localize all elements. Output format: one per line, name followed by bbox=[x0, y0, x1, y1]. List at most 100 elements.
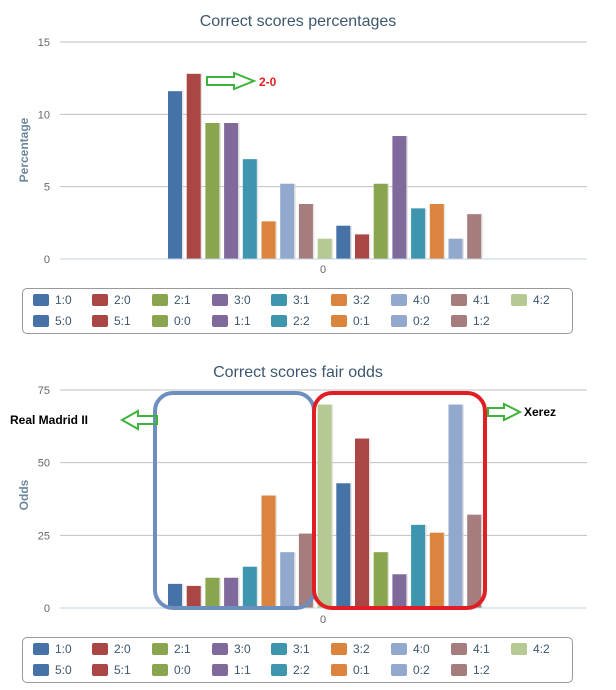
legend-item-4-2[interactable]: 4:2 bbox=[511, 641, 550, 657]
y-tick-label: 10 bbox=[38, 109, 50, 121]
legend-item-1-1[interactable]: 1:1 bbox=[212, 662, 251, 678]
bar-3-0[interactable] bbox=[224, 123, 239, 259]
legend-item-3-2[interactable]: 3:2 bbox=[331, 641, 370, 657]
legend-swatch bbox=[92, 315, 108, 327]
legend-swatch bbox=[152, 643, 168, 655]
legend-item-2-2[interactable]: 2:2 bbox=[271, 662, 310, 678]
bar-2-1[interactable] bbox=[205, 123, 220, 259]
legend-swatch bbox=[92, 294, 108, 306]
chart-title: Correct scores fair odds bbox=[213, 364, 383, 381]
legend-item-4-1[interactable]: 4:1 bbox=[451, 292, 490, 308]
bar-0-0[interactable] bbox=[373, 552, 388, 608]
legend-item-5-1[interactable]: 5:1 bbox=[92, 313, 131, 329]
legend-label: 0:2 bbox=[413, 314, 430, 328]
bar-4-0[interactable] bbox=[280, 552, 295, 608]
legend-label: 1:2 bbox=[473, 314, 490, 328]
legend-swatch bbox=[391, 664, 407, 676]
bar-1-0[interactable] bbox=[168, 583, 182, 608]
bar-3-1[interactable] bbox=[242, 159, 257, 259]
y-tick-label: 15 bbox=[38, 37, 50, 49]
legend-item-2-2[interactable]: 2:2 bbox=[271, 313, 310, 329]
legend-item-3-0[interactable]: 3:0 bbox=[212, 292, 251, 308]
legend-item-5-0[interactable]: 5:0 bbox=[33, 662, 72, 678]
bar-3-2[interactable] bbox=[261, 495, 276, 608]
bar-5-0[interactable] bbox=[336, 225, 351, 259]
chart-correct-scores-percentages: Correct scores percentages Percentage 0 5… bbox=[17, 13, 587, 276]
bar-3-0[interactable] bbox=[224, 577, 239, 608]
annotation-arrow-2-0: 2-0 bbox=[206, 71, 277, 91]
legend-item-3-1[interactable]: 3:1 bbox=[271, 641, 310, 657]
legend-item-2-1[interactable]: 2:1 bbox=[152, 292, 191, 308]
bar-4-0[interactable] bbox=[280, 183, 295, 259]
bar-1-2[interactable] bbox=[467, 514, 482, 608]
bar-2-2[interactable] bbox=[411, 208, 426, 259]
legend-item-4-0[interactable]: 4:0 bbox=[391, 641, 430, 657]
bar-1-0[interactable] bbox=[168, 91, 182, 259]
legend-swatch bbox=[92, 643, 108, 655]
legend-item-0-1[interactable]: 0:1 bbox=[331, 662, 370, 678]
bar-4-1[interactable] bbox=[298, 204, 313, 259]
annotation-real-madrid-ii: Real Madrid II bbox=[10, 409, 158, 431]
legend-item-0-2[interactable]: 0:2 bbox=[391, 313, 430, 329]
legend-item-3-0[interactable]: 3:0 bbox=[212, 641, 251, 657]
x-tick-label: 0 bbox=[320, 264, 326, 276]
bar-2-2[interactable] bbox=[411, 524, 426, 608]
legend-swatch bbox=[271, 315, 287, 327]
legend-item-1-2[interactable]: 1:2 bbox=[451, 313, 490, 329]
bar-4-2[interactable] bbox=[317, 238, 332, 259]
y-tick-label: 25 bbox=[38, 530, 50, 542]
legend-swatch bbox=[212, 664, 228, 676]
legend-label: 2:2 bbox=[293, 314, 310, 328]
bar-3-1[interactable] bbox=[242, 566, 257, 608]
bar-0-1[interactable] bbox=[429, 204, 444, 259]
bar-4-1[interactable] bbox=[298, 533, 313, 608]
legend-item-0-2[interactable]: 0:2 bbox=[391, 662, 430, 678]
legend-label: 2:0 bbox=[114, 642, 131, 656]
annotation-text: Real Madrid II bbox=[10, 413, 88, 427]
bar-2-1[interactable] bbox=[205, 577, 220, 608]
legend-item-4-1[interactable]: 4:1 bbox=[451, 641, 490, 657]
legend-swatch bbox=[212, 294, 228, 306]
legend-item-4-2[interactable]: 4:2 bbox=[511, 292, 550, 308]
bar-2-0[interactable] bbox=[186, 585, 201, 608]
bar-3-2[interactable] bbox=[261, 221, 276, 259]
legend-item-0-1[interactable]: 0:1 bbox=[331, 313, 370, 329]
bar-2-0[interactable] bbox=[186, 73, 201, 260]
bar-1-2[interactable] bbox=[467, 214, 482, 259]
annotation-xerez: Xerez bbox=[487, 402, 556, 422]
legend-label: 0:0 bbox=[174, 663, 191, 677]
bar-0-2[interactable] bbox=[448, 404, 463, 608]
legend-item-5-1[interactable]: 5:1 bbox=[92, 662, 131, 678]
legend-item-3-2[interactable]: 3:2 bbox=[331, 292, 370, 308]
legend-item-1-0[interactable]: 1:0 bbox=[33, 292, 72, 308]
legend-swatch bbox=[331, 294, 347, 306]
legend-item-0-0[interactable]: 0:0 bbox=[152, 662, 191, 678]
legend-swatch bbox=[391, 643, 407, 655]
annotation-text: Xerez bbox=[524, 405, 556, 419]
legend-item-1-2[interactable]: 1:2 bbox=[451, 662, 490, 678]
bar-5-0[interactable] bbox=[336, 483, 351, 608]
legend-item-1-1[interactable]: 1:1 bbox=[212, 313, 251, 329]
bar-0-1[interactable] bbox=[429, 532, 444, 608]
bar-5-1[interactable] bbox=[355, 438, 369, 608]
legend-item-2-1[interactable]: 2:1 bbox=[152, 641, 191, 657]
legend-swatch bbox=[33, 643, 49, 655]
bar-0-2[interactable] bbox=[448, 238, 463, 259]
legend-swatch bbox=[331, 315, 347, 327]
bar-0-0[interactable] bbox=[373, 183, 388, 259]
bar-4-2[interactable] bbox=[317, 404, 332, 608]
legend-label: 5:1 bbox=[114, 314, 131, 328]
legend-item-2-0[interactable]: 2:0 bbox=[92, 641, 131, 657]
y-tick-label: 5 bbox=[44, 182, 50, 194]
legend-item-2-0[interactable]: 2:0 bbox=[92, 292, 131, 308]
legend-item-1-0[interactable]: 1:0 bbox=[33, 641, 72, 657]
bar-1-1[interactable] bbox=[392, 136, 407, 259]
bar-5-1[interactable] bbox=[355, 234, 369, 259]
legend-item-0-0[interactable]: 0:0 bbox=[152, 313, 191, 329]
legend-item-5-0[interactable]: 5:0 bbox=[33, 313, 72, 329]
legend-item-3-1[interactable]: 3:1 bbox=[271, 292, 310, 308]
y-axis-title: Odds bbox=[17, 479, 31, 510]
bar-1-1[interactable] bbox=[392, 574, 407, 608]
legend-label: 3:2 bbox=[353, 642, 370, 656]
legend-item-4-0[interactable]: 4:0 bbox=[391, 292, 430, 308]
